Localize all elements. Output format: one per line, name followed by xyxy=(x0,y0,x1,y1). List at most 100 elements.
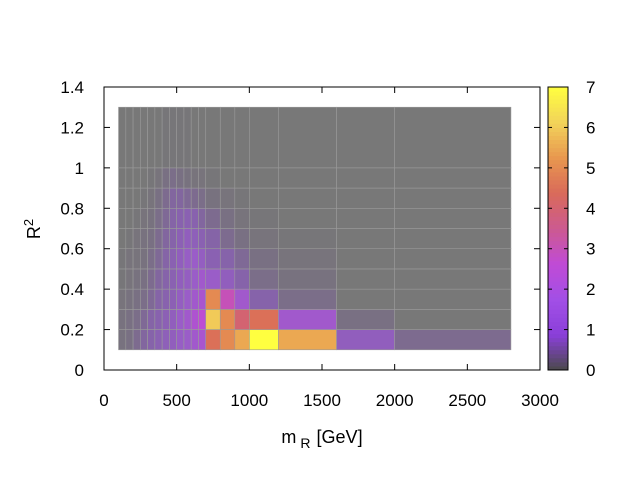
colorbar-tick-label: 4 xyxy=(586,199,595,218)
heatmap-cell xyxy=(140,187,148,209)
heatmap-cell xyxy=(118,268,127,290)
heatmap-cell xyxy=(234,309,250,330)
heatmap-cell xyxy=(176,167,185,189)
colorbar-segment xyxy=(548,167,568,173)
heatmap-cell xyxy=(183,167,192,189)
heatmap-cell xyxy=(132,187,141,209)
colorbar-segment xyxy=(548,139,568,145)
heatmap-cell xyxy=(147,106,156,169)
colorbar-tick-label: 2 xyxy=(586,280,595,299)
colorbar-segment xyxy=(548,155,568,161)
heatmap-cell xyxy=(118,207,127,229)
heatmap-cell xyxy=(219,288,236,310)
colorbar-segment xyxy=(548,329,568,335)
colorbar-segment xyxy=(548,123,568,128)
heatmap-cell xyxy=(190,187,199,209)
x-axis-label-subscript: R xyxy=(300,435,310,451)
colorbar-segment xyxy=(548,220,568,225)
heatmap-cell xyxy=(132,329,141,351)
heatmap-cell xyxy=(118,248,127,270)
heatmap-cell xyxy=(154,329,163,351)
y-tick-label: 1.2 xyxy=(60,118,84,137)
heatmap-cell xyxy=(169,228,177,250)
colorbar-segment xyxy=(548,361,568,367)
heatmap-cell xyxy=(183,187,192,209)
colorbar-segment xyxy=(548,309,568,314)
colorbar-segment xyxy=(548,285,568,290)
heatmap-cell xyxy=(198,106,207,169)
heatmap-cell xyxy=(205,309,221,330)
heatmap-cell xyxy=(154,106,163,169)
heatmap-cell xyxy=(198,268,207,290)
colorbar-segment xyxy=(548,264,568,270)
heatmap-cell xyxy=(219,106,236,169)
heatmap-cell xyxy=(161,228,170,250)
heatmap-cell xyxy=(154,207,163,229)
heatmap-cell xyxy=(125,248,134,270)
colorbar-segment xyxy=(548,184,568,189)
heatmap-cell xyxy=(140,228,148,250)
heatmap-cell xyxy=(234,329,250,351)
colorbar-segment xyxy=(548,216,568,221)
heatmap-cell xyxy=(140,167,148,189)
heatmap-cell xyxy=(249,228,279,250)
heatmap-cell xyxy=(118,288,127,310)
heatmap-cell xyxy=(176,187,185,209)
heatmap-cell xyxy=(147,228,156,250)
heatmap-cell xyxy=(176,248,185,270)
heatmap-cell xyxy=(140,106,148,169)
colorbar-tick-label: 0 xyxy=(586,361,595,380)
colorbar-segment xyxy=(548,127,568,132)
heatmap-cell xyxy=(190,309,199,330)
heatmap-cell xyxy=(161,248,170,270)
heatmap-cell xyxy=(183,207,192,229)
heatmap-cell xyxy=(176,207,185,229)
heatmap-cell xyxy=(394,228,512,250)
x-tick-label: 3000 xyxy=(521,391,559,410)
colorbar-segment xyxy=(548,175,568,181)
heatmap-cell xyxy=(394,309,512,330)
colorbar-segment xyxy=(548,281,568,286)
heatmap-cell xyxy=(147,268,156,290)
heatmap-cell xyxy=(147,248,156,270)
y-tick-label: 0.8 xyxy=(60,199,84,218)
heatmap-cell xyxy=(234,187,250,209)
colorbar-segment xyxy=(548,159,568,165)
colorbar-segment xyxy=(548,313,568,318)
heatmap-cell xyxy=(278,329,337,351)
heatmap-cell xyxy=(249,167,279,189)
y-tick-label: 0 xyxy=(75,361,84,380)
heatmap-cell xyxy=(169,207,177,229)
colorbar-segment xyxy=(548,357,568,363)
colorbar-segment xyxy=(548,289,568,294)
heatmap-cell xyxy=(154,288,163,310)
x-tick-label: 1000 xyxy=(230,391,268,410)
heatmap-cell xyxy=(198,228,207,250)
heatmap-cell xyxy=(183,329,192,351)
colorbar-frame xyxy=(547,86,569,371)
heatmap-cell xyxy=(219,248,236,270)
heatmap-cell xyxy=(205,228,221,250)
heatmap-cell xyxy=(394,288,512,310)
heatmap-cell xyxy=(336,187,395,209)
heatmap-cell xyxy=(132,268,141,290)
colorbar-segment xyxy=(548,248,568,254)
colorbar-segment xyxy=(548,256,568,262)
heatmap-cell xyxy=(190,228,199,250)
colorbar-tick-label: 1 xyxy=(586,321,595,340)
heatmap-cell xyxy=(132,309,141,330)
heatmap-cell xyxy=(118,106,127,169)
heatmap-cell xyxy=(336,268,395,290)
heatmap-cell xyxy=(234,248,250,270)
heatmap-cell xyxy=(169,309,177,330)
heatmap-cell xyxy=(161,106,170,169)
colorbar-segment xyxy=(548,103,568,108)
y-tick-label: 0.2 xyxy=(60,321,84,340)
heatmap-cell xyxy=(183,248,192,270)
heatmap-cell xyxy=(336,329,395,351)
heatmap-cell xyxy=(140,207,148,229)
heatmap-cell xyxy=(118,309,127,330)
heatmap-cell xyxy=(132,228,141,250)
heatmap-cell xyxy=(219,228,236,250)
heatmap-cell xyxy=(394,187,512,209)
